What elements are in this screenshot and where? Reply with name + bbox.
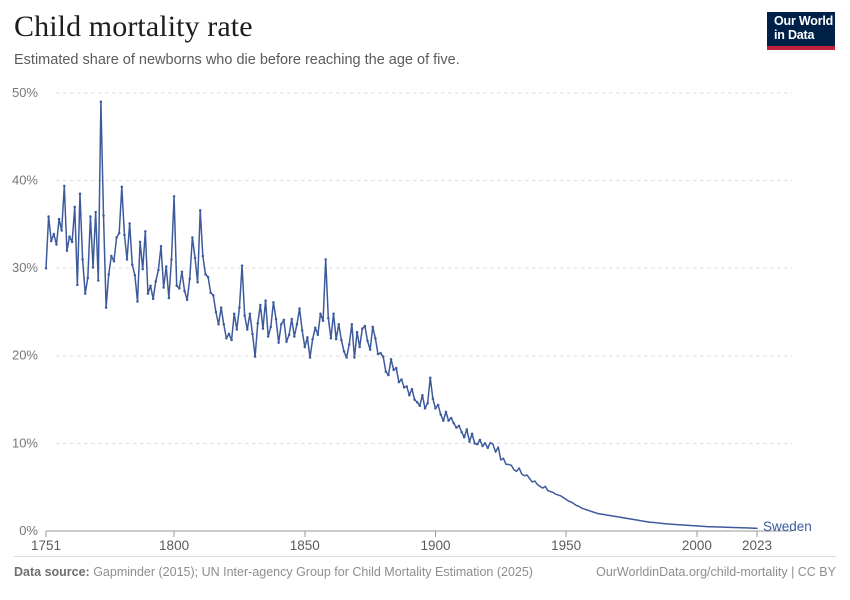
logo-line-1: Our World [774, 14, 834, 28]
y-tick-label: 20% [12, 348, 38, 363]
footer-link[interactable]: OurWorldinData.org/child-mortality | CC … [596, 565, 836, 579]
footer-source-label: Data source: [14, 565, 90, 579]
y-tick-label: 50% [12, 85, 38, 100]
chart-subtitle: Estimated share of newborns who die befo… [14, 52, 460, 68]
footer-source-text: Gapminder (2015); UN Inter-agency Group … [89, 565, 533, 579]
chart-footer: Data source: Gapminder (2015); UN Inter-… [14, 564, 836, 580]
x-tick-label: 2023 [742, 538, 772, 553]
x-axis-tick-labels: 1751 1800 1850 1900 1950 2000 2023 [31, 538, 772, 553]
chart-header: Child mortality rate Estimated share of … [14, 10, 754, 70]
x-tick-label: 1850 [290, 538, 320, 553]
x-tick-label: 1950 [551, 538, 581, 553]
x-tick-label: 1800 [159, 538, 189, 553]
x-axis [45, 530, 792, 537]
footer-divider [14, 556, 836, 557]
y-axis-tick-labels: 0% 10% 20% 30% 40% 50% [12, 85, 38, 538]
series-name-label[interactable]: Sweden [763, 519, 812, 534]
y-tick-label: 30% [12, 260, 38, 275]
footer-data-source: Data source: Gapminder (2015); UN Inter-… [14, 564, 533, 580]
y-tick-label: 40% [12, 173, 38, 188]
owid-logo[interactable]: Our World in Data [767, 12, 835, 50]
series-sweden[interactable] [44, 100, 758, 530]
y-tick-label: 10% [12, 435, 38, 450]
series-polyline[interactable] [45, 101, 758, 530]
x-tick-label: 1900 [420, 538, 450, 553]
page-title: Child mortality rate [14, 10, 253, 43]
series-label-sweden[interactable]: Sweden [763, 519, 812, 534]
x-tick-label: 1751 [31, 538, 61, 553]
series-point-markers [44, 100, 490, 450]
x-tick-label: 2000 [682, 538, 712, 553]
y-tick-label: 0% [19, 523, 38, 538]
logo-line-2: in Data [774, 27, 815, 42]
